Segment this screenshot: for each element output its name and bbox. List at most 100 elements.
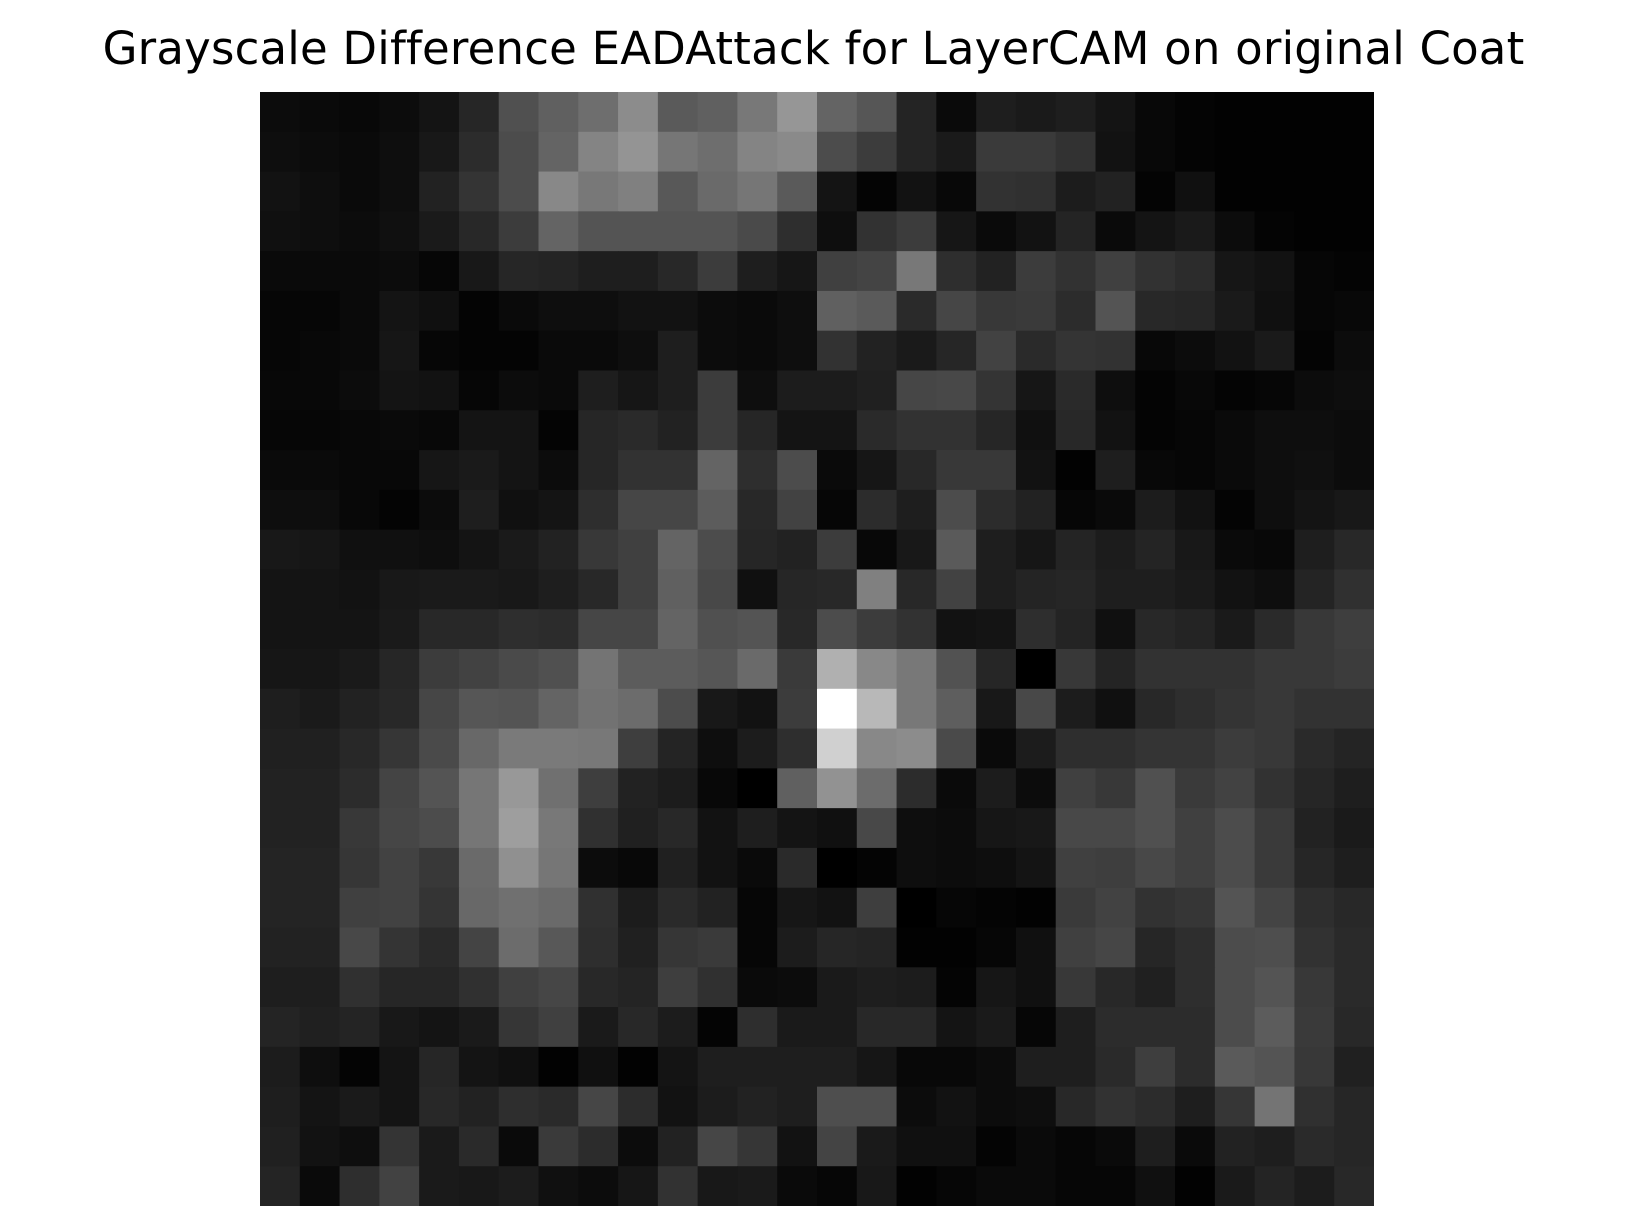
heatmap-cell: [697, 1086, 739, 1128]
heatmap-cell: [578, 728, 619, 769]
heatmap-cell: [1334, 1086, 1374, 1128]
heatmap-cell: [1135, 728, 1176, 769]
chart-title: Grayscale Difference EADAttack for Layer…: [102, 22, 1525, 75]
heatmap-cell: [498, 171, 540, 212]
heatmap-cell: [419, 649, 460, 690]
heatmap-cell: [817, 92, 858, 133]
heatmap-cell: [1294, 330, 1335, 372]
heatmap-cell: [697, 569, 739, 610]
heatmap-cell: [419, 410, 460, 451]
heatmap-cell: [299, 649, 341, 690]
heatmap-cell: [777, 1086, 818, 1128]
heatmap-cell: [856, 688, 898, 730]
heatmap-cell: [618, 808, 659, 849]
heatmap-cell: [1135, 529, 1176, 571]
heatmap-cell: [618, 92, 659, 133]
heatmap-cell: [538, 529, 579, 571]
heatmap-cell: [1095, 728, 1136, 769]
heatmap-cell: [1254, 768, 1296, 809]
heatmap-cell: [737, 569, 778, 610]
heatmap-cell: [1135, 1046, 1176, 1088]
heatmap-cell: [1334, 967, 1374, 1008]
heatmap-cell: [458, 370, 500, 411]
heatmap-cell: [976, 887, 1017, 929]
heatmap-cell: [339, 529, 380, 571]
heatmap-cell: [379, 370, 420, 411]
heatmap-cell: [339, 768, 380, 809]
heatmap-cell: [379, 728, 420, 769]
heatmap-cell: [896, 529, 937, 571]
heatmap-cell: [1334, 887, 1374, 929]
heatmap-cell: [1095, 1086, 1136, 1128]
heatmap-cell: [1294, 370, 1335, 411]
heatmap-cell: [498, 569, 540, 610]
heatmap-cell: [1135, 609, 1176, 650]
heatmap-cell: [618, 768, 659, 809]
heatmap-cell: [419, 967, 460, 1008]
heatmap-cell: [260, 211, 301, 252]
heatmap-cell: [1254, 1126, 1296, 1167]
heatmap-cell: [896, 927, 937, 968]
heatmap-cell: [1015, 92, 1057, 133]
heatmap-cell: [1254, 92, 1296, 133]
heatmap-cell: [936, 529, 977, 571]
heatmap-cell: [538, 370, 579, 411]
heatmap-cell: [936, 131, 977, 173]
heatmap-cell: [578, 887, 619, 929]
heatmap-cell: [1294, 569, 1335, 610]
heatmap-cell: [976, 927, 1017, 968]
heatmap-cell: [1334, 450, 1374, 491]
heatmap-cell: [458, 290, 500, 332]
heatmap-cell: [1095, 967, 1136, 1008]
heatmap-cell: [379, 768, 420, 809]
heatmap-cell: [896, 92, 937, 133]
heatmap-cell: [538, 330, 579, 372]
heatmap-cell: [856, 251, 898, 292]
heatmap-cell: [1135, 967, 1176, 1008]
heatmap-cell: [1015, 450, 1057, 491]
heatmap-cell: [697, 450, 739, 491]
heatmap-cell: [458, 1126, 500, 1167]
heatmap-cell: [578, 330, 619, 372]
heatmap-cell: [379, 489, 420, 531]
heatmap-cell: [1214, 211, 1256, 252]
heatmap-cell: [777, 967, 818, 1008]
heatmap-cell: [777, 171, 818, 212]
heatmap-cell: [737, 609, 778, 650]
heatmap-cell: [817, 1126, 858, 1167]
heatmap-cell: [299, 251, 341, 292]
heatmap-cell: [1254, 410, 1296, 451]
heatmap-cell: [657, 927, 699, 968]
heatmap-cell: [896, 967, 937, 1008]
heatmap-cell: [657, 847, 699, 889]
heatmap-cell: [1175, 1166, 1216, 1206]
heatmap-cell: [856, 529, 898, 571]
heatmap-cell: [419, 1046, 460, 1088]
heatmap-cell: [299, 290, 341, 332]
heatmap-cell: [578, 529, 619, 571]
heatmap-cell: [697, 251, 739, 292]
heatmap-cell: [578, 808, 619, 849]
heatmap-cell: [379, 290, 420, 332]
heatmap-cell: [419, 609, 460, 650]
heatmap-cell: [1135, 927, 1176, 968]
heatmap-cell: [657, 887, 699, 929]
heatmap-cell: [379, 450, 420, 491]
heatmap-cell: [419, 131, 460, 173]
heatmap-cell: [777, 1166, 818, 1206]
heatmap-cell: [777, 92, 818, 133]
heatmap-cell: [1055, 569, 1097, 610]
heatmap-cell: [260, 1126, 301, 1167]
heatmap-cell: [458, 609, 500, 650]
heatmap-cell: [817, 649, 858, 690]
heatmap-cell: [299, 131, 341, 173]
heatmap-cell: [1015, 131, 1057, 173]
heatmap-cell: [1095, 768, 1136, 809]
heatmap-cell: [260, 768, 301, 809]
heatmap-cell: [339, 370, 380, 411]
heatmap-cell: [339, 569, 380, 610]
heatmap-cell: [260, 529, 301, 571]
heatmap-cell: [976, 1086, 1017, 1128]
heatmap-cell: [976, 290, 1017, 332]
heatmap-cell: [737, 529, 778, 571]
